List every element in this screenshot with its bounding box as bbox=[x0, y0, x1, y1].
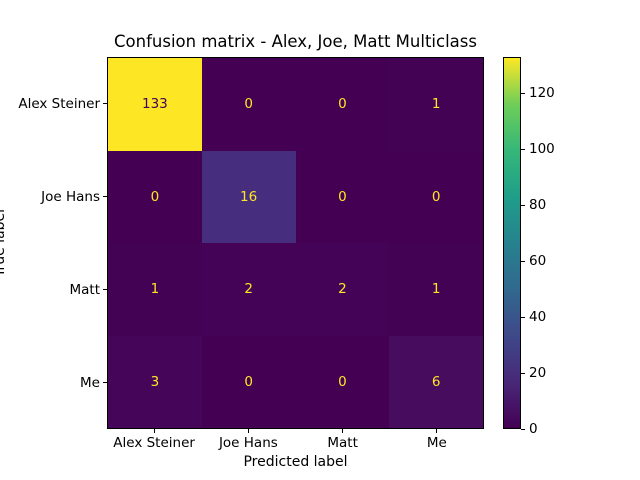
heatmap-cell: 0 bbox=[295, 150, 390, 243]
y-tick-mark bbox=[103, 382, 107, 383]
x-tick-label: Alex Steiner bbox=[113, 435, 195, 451]
heatmap-cell: 2 bbox=[201, 243, 296, 336]
cell-value: 0 bbox=[338, 96, 347, 113]
cell-value: 3 bbox=[150, 373, 160, 390]
colorbar-tick-mark bbox=[521, 428, 525, 430]
heatmap-cell: 3 bbox=[108, 335, 202, 428]
heatmap-cell: 0 bbox=[108, 150, 202, 243]
colorbar-tick-label: 40 bbox=[529, 309, 547, 326]
x-tick-mark bbox=[153, 429, 155, 433]
cell-value: 1 bbox=[150, 281, 160, 298]
cell-value: 133 bbox=[141, 96, 168, 113]
y-tick-mark bbox=[103, 289, 107, 290]
heatmap-cell: 16 bbox=[201, 150, 296, 243]
heatmap-cell: 0 bbox=[389, 150, 483, 243]
y-tick-label: Me bbox=[80, 374, 100, 391]
colorbar-tick-mark bbox=[521, 316, 525, 318]
cell-value: 1 bbox=[431, 281, 441, 298]
cell-value: 1 bbox=[431, 96, 441, 113]
heatmap-cell: 1 bbox=[389, 243, 483, 336]
x-tick-mark bbox=[247, 429, 249, 433]
colorbar-tick-mark bbox=[521, 92, 525, 94]
heatmap-cell: 0 bbox=[295, 335, 390, 428]
cell-value: 0 bbox=[338, 373, 347, 390]
y-tick-label: Matt bbox=[69, 281, 100, 298]
colorbar-tick-label: 20 bbox=[529, 365, 547, 382]
cell-value: 0 bbox=[244, 373, 253, 390]
colorbar-tick-mark bbox=[521, 148, 525, 150]
y-tick-label: Alex Steiner bbox=[18, 95, 100, 112]
colorbar-tick-label: 60 bbox=[529, 253, 547, 270]
cell-value: 16 bbox=[240, 188, 258, 205]
heatmap-grid: 133 0 0 1 0 16 0 0 1 2 2 1 3 0 0 6 bbox=[107, 57, 484, 429]
x-tick-labels: Alex Steiner Joe Hans Matt Me bbox=[107, 435, 484, 451]
cell-value: 0 bbox=[431, 188, 441, 205]
cell-value: 2 bbox=[244, 281, 253, 298]
y-tick-labels: Alex Steiner Joe Hans Matt Me bbox=[0, 57, 100, 429]
colorbar-tick-label: 100 bbox=[529, 141, 555, 158]
colorbar-tick-mark bbox=[521, 204, 525, 206]
cell-value: 0 bbox=[338, 188, 347, 205]
colorbar-tick-mark bbox=[521, 260, 525, 262]
colorbar-tick-label: 120 bbox=[529, 85, 555, 102]
colorbar-tick-label: 80 bbox=[529, 197, 547, 214]
heatmap-cell: 1 bbox=[389, 58, 483, 151]
heatmap-cell: 2 bbox=[295, 243, 390, 336]
x-tick-label: Matt bbox=[327, 435, 358, 451]
cell-value: 0 bbox=[244, 96, 253, 113]
cell-value: 6 bbox=[431, 373, 441, 390]
y-tick-mark bbox=[103, 103, 107, 104]
y-tick-label: Joe Hans bbox=[41, 188, 100, 205]
cell-value: 0 bbox=[150, 188, 160, 205]
x-axis-label: Predicted label bbox=[243, 454, 348, 470]
colorbar bbox=[503, 57, 521, 429]
x-tick-mark bbox=[436, 429, 438, 433]
cell-value: 2 bbox=[338, 281, 347, 298]
heatmap-cell: 0 bbox=[295, 58, 390, 151]
chart-title: Confusion matrix - Alex, Joe, Matt Multi… bbox=[114, 32, 477, 51]
x-tick-label: Me bbox=[426, 435, 447, 451]
x-tick-mark bbox=[342, 429, 344, 433]
heatmap-cell: 1 bbox=[108, 243, 202, 336]
colorbar-tick-mark bbox=[521, 372, 525, 374]
heatmap-cell: 0 bbox=[201, 58, 296, 151]
x-tick-label: Joe Hans bbox=[218, 435, 278, 451]
y-tick-mark bbox=[103, 196, 107, 197]
colorbar-tick-label: 0 bbox=[529, 421, 538, 437]
heatmap-cell: 133 bbox=[108, 58, 202, 151]
heatmap-cell: 0 bbox=[201, 335, 296, 428]
heatmap-cell: 6 bbox=[389, 335, 483, 428]
